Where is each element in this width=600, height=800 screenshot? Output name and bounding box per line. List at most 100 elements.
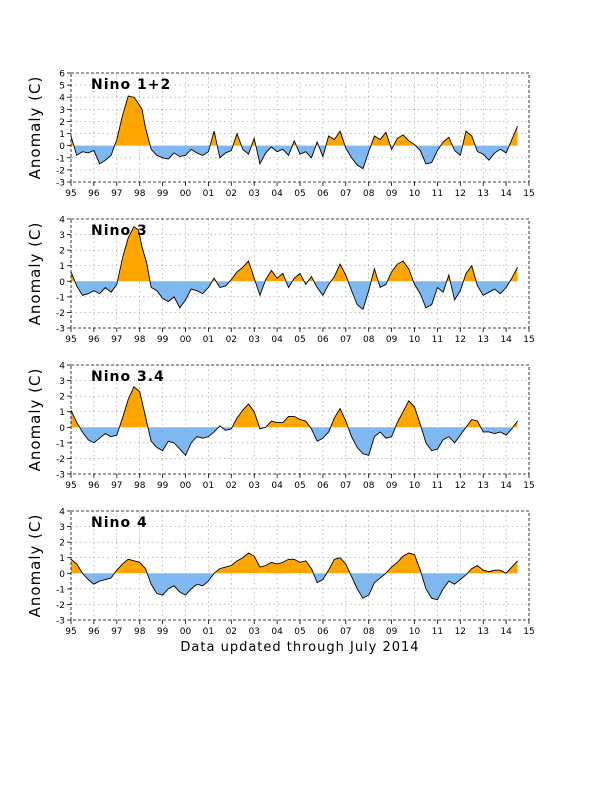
series-line — [71, 552, 518, 601]
x-tick-label: 04 — [271, 627, 283, 637]
y-tick-label: -1 — [56, 154, 65, 164]
x-tick-label: 01 — [203, 335, 214, 345]
x-tick-label: 09 — [386, 189, 398, 199]
x-tick-label: 06 — [317, 481, 329, 491]
y-tick-label: -2 — [56, 166, 65, 176]
x-tick-label: 95 — [65, 627, 76, 637]
panel-title: Nino 4 — [91, 515, 148, 531]
x-tick-label: 05 — [294, 627, 305, 637]
y-tick-label: -3 — [56, 179, 65, 189]
x-tick-label: 12 — [455, 627, 466, 637]
x-tick-label: 05 — [294, 335, 305, 345]
x-tick-label: 00 — [180, 481, 192, 491]
x-tick-label: 95 — [65, 189, 76, 199]
x-tick-label: 10 — [409, 335, 421, 345]
x-tick-label: 99 — [157, 627, 169, 637]
series-line — [71, 95, 518, 170]
series-area-negative — [71, 281, 518, 310]
x-tick-label: 99 — [157, 189, 169, 199]
series-area-positive — [71, 386, 518, 428]
x-tick-label: 11 — [432, 627, 443, 637]
x-tick-label: 96 — [88, 335, 100, 345]
y-tick-label: -1 — [56, 439, 65, 449]
x-tick-label: 96 — [88, 481, 100, 491]
y-tick-label: 5 — [59, 82, 65, 92]
x-tick-label: 00 — [180, 335, 192, 345]
x-tick-label: 07 — [340, 335, 351, 345]
x-tick-label: 06 — [317, 627, 329, 637]
x-tick-label: 03 — [248, 189, 259, 199]
y-tick-label: -3 — [56, 471, 65, 481]
x-tick-label: 12 — [455, 481, 466, 491]
x-tick-label: 98 — [134, 481, 146, 491]
x-tick-label: 15 — [523, 481, 534, 491]
x-tick-label: 01 — [203, 481, 214, 491]
y-tick-label: 1 — [59, 130, 65, 140]
x-tick-label: 02 — [226, 335, 237, 345]
x-tick-label: 14 — [500, 627, 512, 637]
x-tick-label: 01 — [203, 627, 214, 637]
x-tick-label: 98 — [134, 627, 146, 637]
series-area-positive — [71, 96, 518, 146]
x-tick-label: 95 — [65, 335, 76, 345]
y-tick-label: 0 — [59, 424, 65, 434]
x-tick-label: 01 — [203, 189, 214, 199]
x-tick-label: 12 — [455, 189, 466, 199]
x-tick-label: 09 — [386, 481, 398, 491]
y-tick-label: -3 — [56, 325, 65, 335]
x-tick-label: 10 — [409, 481, 421, 491]
y-tick-label: 2 — [59, 118, 65, 128]
y-tick-label: -1 — [56, 585, 65, 595]
y-axis-label: Anomaly (C) — [26, 368, 44, 472]
panel-title: Nino 1+2 — [91, 77, 171, 93]
x-tick-label: 11 — [432, 189, 443, 199]
x-tick-label: 13 — [477, 335, 488, 345]
y-tick-label: 0 — [59, 142, 65, 152]
y-tick-label: 4 — [59, 94, 65, 104]
x-tick-label: 13 — [477, 189, 488, 199]
y-tick-label: -2 — [56, 455, 65, 465]
y-tick-label: -2 — [56, 309, 65, 319]
x-tick-label: 09 — [386, 335, 398, 345]
x-tick-label: 97 — [111, 481, 122, 491]
x-tick-label: 15 — [523, 335, 534, 345]
series-line — [71, 226, 518, 311]
x-tick-label: 15 — [523, 627, 534, 637]
x-tick-label: 14 — [500, 481, 512, 491]
x-tick-label: 96 — [88, 189, 100, 199]
y-tick-label: 2 — [59, 539, 65, 549]
x-tick-label: 12 — [455, 335, 466, 345]
y-tick-label: -2 — [56, 601, 65, 611]
x-tick-label: 13 — [477, 481, 488, 491]
x-tick-label: 07 — [340, 481, 351, 491]
x-tick-label: 07 — [340, 189, 351, 199]
x-tick-label: 08 — [363, 335, 375, 345]
y-tick-label: 3 — [59, 377, 65, 387]
y-axis-label: Anomaly (C) — [26, 222, 44, 326]
x-tick-label: 02 — [226, 189, 237, 199]
y-tick-label: 2 — [59, 393, 65, 403]
x-tick-label: 00 — [180, 627, 192, 637]
x-tick-label: 10 — [409, 627, 421, 637]
x-tick-label: 08 — [363, 189, 375, 199]
y-tick-label: 1 — [59, 262, 65, 272]
x-tick-label: 98 — [134, 335, 146, 345]
x-tick-label: 00 — [180, 189, 192, 199]
x-tick-label: 09 — [386, 627, 398, 637]
y-tick-label: 4 — [59, 508, 65, 518]
series-area-negative — [71, 573, 518, 600]
x-tick-label: 11 — [432, 335, 443, 345]
x-tick-label: 99 — [157, 335, 169, 345]
x-tick-label: 97 — [111, 189, 122, 199]
y-tick-label: 6 — [59, 70, 65, 80]
y-tick-label: -1 — [56, 293, 65, 303]
x-tick-label: 04 — [271, 481, 283, 491]
x-tick-label: 14 — [500, 189, 512, 199]
y-tick-label: 1 — [59, 408, 65, 418]
x-tick-label: 02 — [226, 627, 237, 637]
x-tick-label: 14 — [500, 335, 512, 345]
x-tick-label: 95 — [65, 481, 76, 491]
y-tick-label: 0 — [59, 570, 65, 580]
